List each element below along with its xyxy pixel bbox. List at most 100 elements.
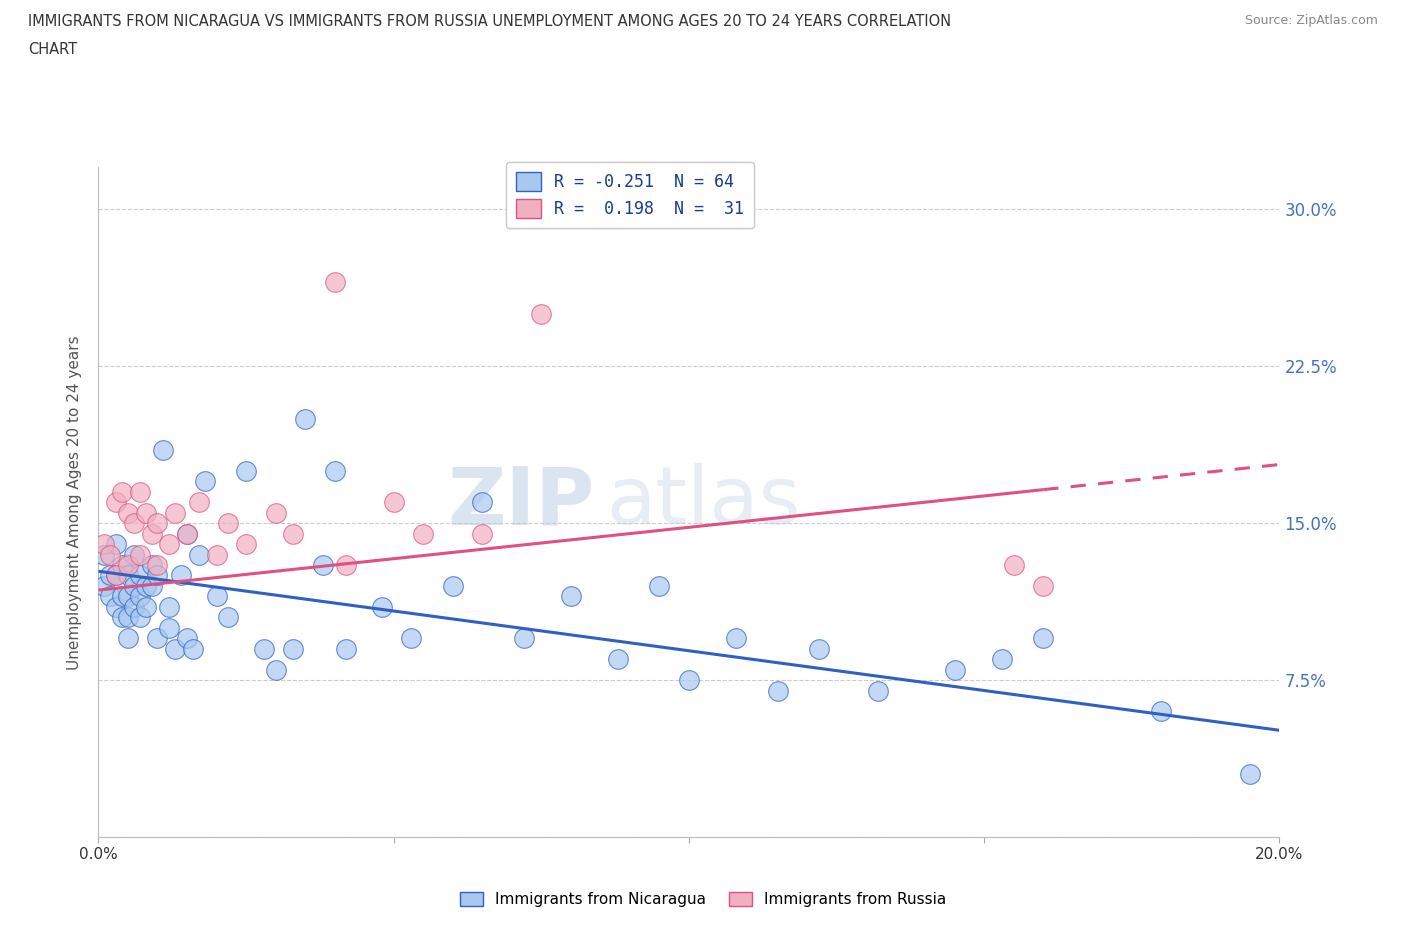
Point bbox=[1002, 558, 1025, 573]
Point bbox=[235, 537, 257, 551]
Point bbox=[312, 558, 335, 573]
Point bbox=[135, 578, 157, 593]
Text: IMMIGRANTS FROM NICARAGUA VS IMMIGRANTS FROM RUSSIA UNEMPLOYMENT AMONG AGES 20 T: IMMIGRANTS FROM NICARAGUA VS IMMIGRANTS … bbox=[28, 14, 952, 29]
Text: ZIP: ZIP bbox=[447, 463, 595, 541]
Point bbox=[141, 578, 163, 593]
Point bbox=[217, 610, 239, 625]
Point bbox=[471, 495, 494, 510]
Point bbox=[807, 642, 830, 657]
Point bbox=[766, 683, 789, 698]
Point bbox=[98, 547, 121, 562]
Point bbox=[111, 485, 134, 499]
Point bbox=[93, 547, 115, 562]
Point bbox=[1239, 766, 1261, 781]
Point bbox=[105, 600, 128, 615]
Point bbox=[128, 485, 150, 499]
Point bbox=[146, 516, 169, 531]
Point bbox=[117, 568, 139, 583]
Point bbox=[122, 600, 145, 615]
Point bbox=[170, 568, 193, 583]
Point bbox=[648, 578, 671, 593]
Text: CHART: CHART bbox=[28, 42, 77, 57]
Point bbox=[335, 558, 357, 573]
Point bbox=[152, 443, 174, 458]
Point bbox=[235, 463, 257, 478]
Point bbox=[512, 631, 534, 645]
Point bbox=[111, 610, 134, 625]
Point bbox=[111, 589, 134, 604]
Point bbox=[176, 526, 198, 541]
Point bbox=[122, 516, 145, 531]
Point bbox=[866, 683, 889, 698]
Point bbox=[128, 547, 150, 562]
Point bbox=[117, 589, 139, 604]
Point bbox=[471, 526, 494, 541]
Point bbox=[157, 620, 180, 635]
Point bbox=[93, 537, 115, 551]
Point bbox=[283, 526, 305, 541]
Point bbox=[105, 537, 128, 551]
Point bbox=[205, 589, 228, 604]
Point bbox=[146, 568, 169, 583]
Point bbox=[146, 631, 169, 645]
Point bbox=[122, 578, 145, 593]
Point bbox=[187, 495, 209, 510]
Point bbox=[93, 578, 115, 593]
Point bbox=[165, 642, 187, 657]
Point bbox=[146, 558, 169, 573]
Point bbox=[607, 652, 630, 667]
Legend: Immigrants from Nicaragua, Immigrants from Russia: Immigrants from Nicaragua, Immigrants fr… bbox=[454, 885, 952, 913]
Point bbox=[122, 547, 145, 562]
Point bbox=[323, 275, 346, 290]
Point bbox=[105, 568, 128, 583]
Point bbox=[128, 610, 150, 625]
Point bbox=[117, 558, 139, 573]
Point bbox=[141, 526, 163, 541]
Text: Source: ZipAtlas.com: Source: ZipAtlas.com bbox=[1244, 14, 1378, 27]
Point bbox=[157, 537, 180, 551]
Legend: R = -0.251  N = 64, R =  0.198  N =  31: R = -0.251 N = 64, R = 0.198 N = 31 bbox=[506, 163, 754, 228]
Point bbox=[335, 642, 357, 657]
Point bbox=[560, 589, 582, 604]
Point bbox=[157, 600, 180, 615]
Point bbox=[176, 526, 198, 541]
Point bbox=[294, 411, 316, 426]
Point bbox=[943, 662, 966, 677]
Point bbox=[117, 610, 139, 625]
Point bbox=[441, 578, 464, 593]
Point bbox=[323, 463, 346, 478]
Point bbox=[117, 631, 139, 645]
Point bbox=[205, 547, 228, 562]
Point bbox=[991, 652, 1014, 667]
Point bbox=[117, 505, 139, 520]
Point bbox=[678, 672, 700, 687]
Point bbox=[128, 589, 150, 604]
Point bbox=[264, 662, 287, 677]
Point bbox=[135, 600, 157, 615]
Point bbox=[181, 642, 204, 657]
Point bbox=[98, 589, 121, 604]
Point bbox=[412, 526, 434, 541]
Point bbox=[111, 558, 134, 573]
Point bbox=[382, 495, 405, 510]
Point bbox=[194, 474, 217, 489]
Point bbox=[725, 631, 748, 645]
Point bbox=[176, 631, 198, 645]
Text: atlas: atlas bbox=[606, 463, 800, 541]
Point bbox=[141, 558, 163, 573]
Point bbox=[1032, 578, 1054, 593]
Point bbox=[105, 495, 128, 510]
Point bbox=[187, 547, 209, 562]
Point bbox=[217, 516, 239, 531]
Point bbox=[530, 307, 553, 322]
Point bbox=[135, 505, 157, 520]
Point bbox=[371, 600, 394, 615]
Point bbox=[1032, 631, 1054, 645]
Point bbox=[128, 568, 150, 583]
Point bbox=[283, 642, 305, 657]
Point bbox=[401, 631, 423, 645]
Y-axis label: Unemployment Among Ages 20 to 24 years: Unemployment Among Ages 20 to 24 years bbox=[67, 335, 83, 670]
Point bbox=[98, 568, 121, 583]
Point bbox=[105, 568, 128, 583]
Point bbox=[165, 505, 187, 520]
